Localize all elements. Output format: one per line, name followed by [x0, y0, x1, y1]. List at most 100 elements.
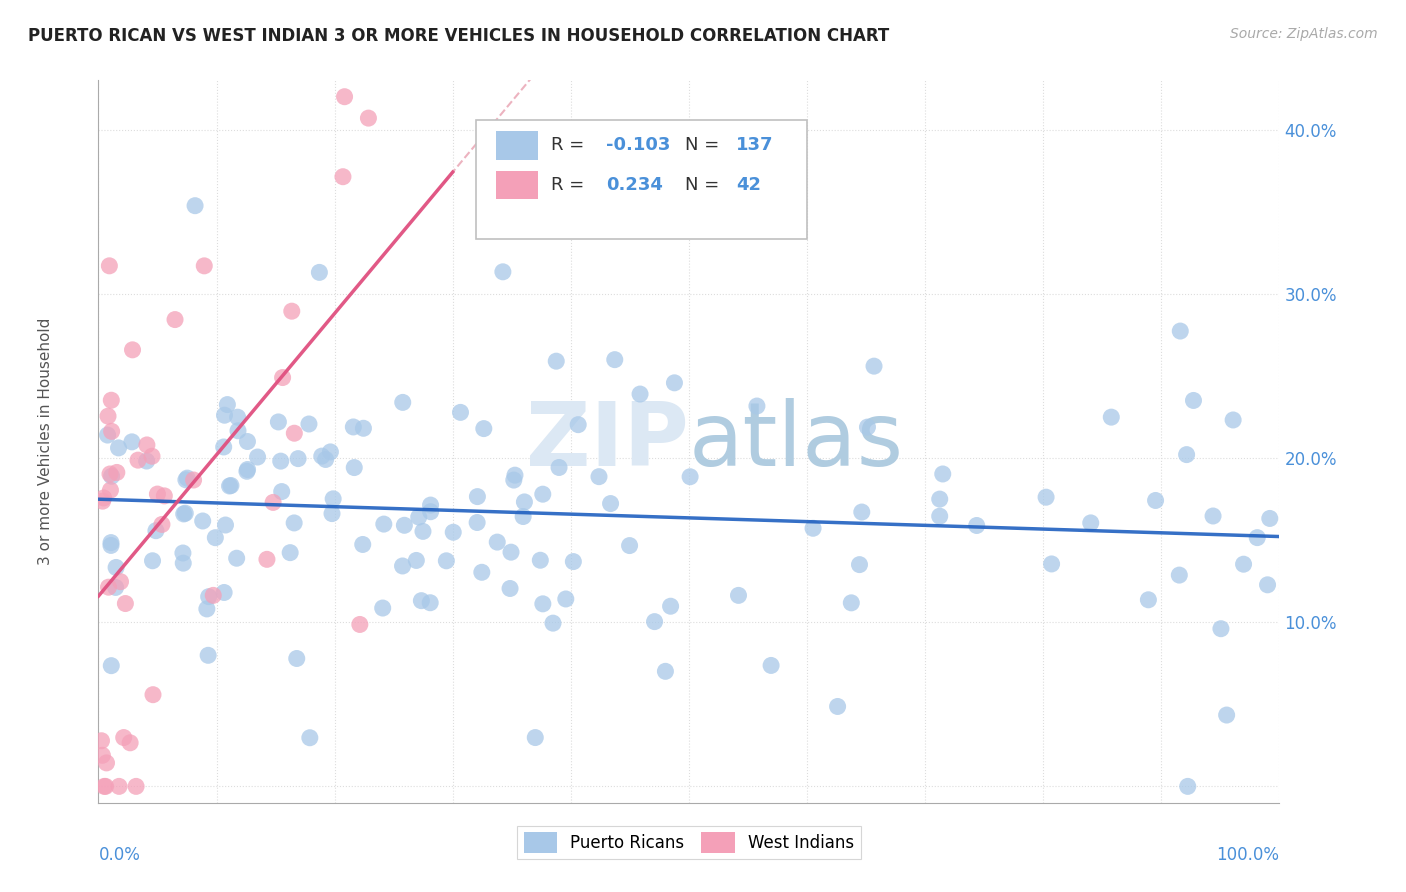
Bar — [496, 170, 537, 200]
Point — [90, 733, 112, 747]
Point — [110, 574, 132, 589]
Point — [472, 421, 495, 435]
Text: 100.0%: 100.0% — [1216, 847, 1279, 864]
Point — [391, 395, 413, 409]
Point — [174, 506, 197, 520]
Point — [197, 590, 219, 604]
Point — [100, 658, 122, 673]
Point — [100, 425, 122, 439]
Point — [219, 478, 242, 492]
Text: N =: N = — [685, 136, 725, 154]
Point — [226, 410, 249, 425]
Point — [801, 521, 824, 535]
Point — [1144, 493, 1167, 508]
Point — [492, 265, 515, 279]
Point — [419, 498, 441, 512]
Text: 3 or more Vehicles in Household: 3 or more Vehicles in Household — [38, 318, 53, 566]
Point — [214, 408, 236, 422]
Point — [184, 199, 207, 213]
Point — [214, 518, 236, 533]
Point — [104, 581, 127, 595]
Point — [100, 535, 122, 549]
Point — [236, 434, 259, 449]
Point — [97, 580, 120, 594]
Point — [856, 420, 879, 434]
Point — [332, 169, 354, 184]
Point — [141, 449, 163, 463]
Point — [419, 596, 441, 610]
Point — [270, 454, 292, 468]
Text: 137: 137 — [737, 136, 773, 154]
Point — [1099, 410, 1122, 425]
Point — [193, 259, 215, 273]
Point — [1035, 490, 1057, 504]
Point — [311, 449, 333, 463]
Point — [96, 756, 118, 770]
Point — [513, 495, 536, 509]
Point — [283, 516, 305, 530]
Point — [1202, 508, 1225, 523]
Point — [357, 111, 380, 125]
Point — [283, 426, 305, 441]
Point — [100, 393, 122, 408]
Point — [352, 421, 374, 435]
Text: -0.103: -0.103 — [606, 136, 671, 154]
Point — [1257, 578, 1279, 592]
Point — [107, 441, 129, 455]
Point — [105, 466, 128, 480]
Point — [267, 415, 290, 429]
Point — [278, 546, 301, 560]
Point — [172, 556, 194, 570]
Point — [287, 451, 309, 466]
Point — [146, 487, 169, 501]
Point — [434, 554, 457, 568]
Point — [603, 352, 626, 367]
Point — [567, 417, 589, 432]
Point — [405, 553, 427, 567]
Point — [1232, 558, 1254, 572]
Point — [412, 524, 434, 539]
Point — [93, 780, 115, 794]
Point — [271, 370, 294, 384]
Text: atlas: atlas — [689, 398, 904, 485]
Point — [499, 545, 522, 559]
Point — [827, 699, 849, 714]
Text: R =: R = — [551, 176, 589, 194]
Point — [91, 494, 114, 508]
Point — [135, 454, 157, 468]
Point — [98, 259, 121, 273]
Point — [127, 453, 149, 467]
Point — [236, 464, 259, 478]
Point — [298, 417, 321, 431]
Point — [145, 524, 167, 538]
Point — [163, 312, 186, 326]
Point — [108, 780, 131, 794]
Point — [966, 518, 988, 533]
Point — [745, 399, 768, 413]
Point — [256, 552, 278, 566]
Point — [727, 588, 749, 602]
Point — [502, 473, 524, 487]
Point — [554, 591, 576, 606]
Point — [204, 531, 226, 545]
Point — [562, 555, 585, 569]
Point — [928, 492, 950, 507]
Point — [319, 445, 342, 459]
Point — [321, 507, 343, 521]
Point — [644, 615, 666, 629]
Point — [97, 428, 120, 442]
Point — [441, 525, 464, 540]
Point — [1040, 557, 1063, 571]
Point — [226, 424, 249, 438]
Point — [524, 731, 547, 745]
Point — [467, 490, 489, 504]
Point — [142, 688, 165, 702]
Point — [202, 588, 225, 602]
Point — [531, 597, 554, 611]
Point — [1168, 324, 1191, 338]
Point — [308, 265, 330, 279]
Point — [1182, 393, 1205, 408]
Point — [195, 602, 218, 616]
Point — [548, 460, 571, 475]
FancyBboxPatch shape — [477, 120, 807, 239]
